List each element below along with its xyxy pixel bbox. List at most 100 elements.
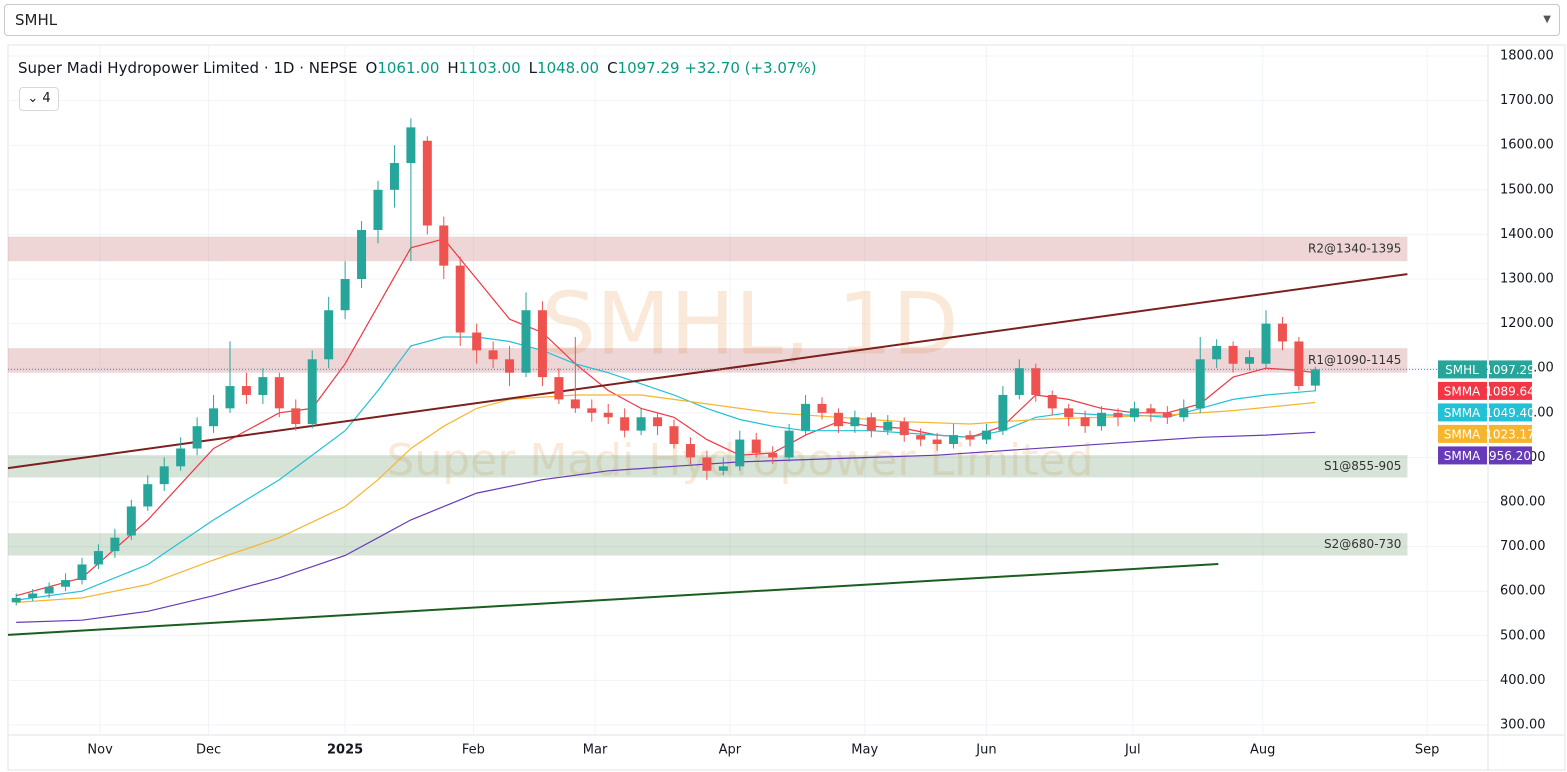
ohlc-key: H (447, 59, 459, 77)
candle-body (61, 580, 71, 587)
x-tick-label: 2025 (327, 743, 363, 758)
candle-body (389, 163, 399, 190)
candle-body (357, 229, 367, 280)
candle-body (537, 310, 547, 378)
price-tag-value: 1097.29 (1485, 363, 1535, 377)
chart-frame (7, 44, 1566, 771)
candle-body (44, 586, 54, 594)
candle-body (258, 377, 268, 395)
candle-body (801, 403, 811, 431)
price-tag-name: SMMA (1444, 406, 1481, 420)
candle-body (307, 359, 317, 424)
price-tag-name-box (1438, 360, 1487, 379)
candle-body (768, 452, 778, 458)
candle-body (587, 408, 597, 413)
price-tag-value-box (1489, 424, 1532, 443)
x-tick-label: Jul (1124, 743, 1141, 758)
price-tag-value: 1049.40 (1485, 406, 1535, 420)
y-tick-label: 1800.00 (1500, 49, 1554, 64)
candle-body (11, 597, 21, 603)
price-tag-name: SMMA (1444, 427, 1481, 441)
candle-body (866, 417, 876, 431)
ohlc-value: 1097.29 (617, 59, 680, 77)
price-tag-value-box (1489, 381, 1532, 400)
candle-body (916, 435, 926, 440)
candle-body (505, 359, 515, 373)
candle-body (570, 399, 580, 409)
candle-body (28, 593, 38, 598)
x-tick-label: Feb (462, 743, 485, 758)
candle-body (899, 421, 909, 436)
x-tick-label: Apr (719, 743, 742, 758)
zone (8, 236, 1408, 262)
trendline (7, 563, 1219, 636)
indicator-toggle[interactable]: ⌄ 4 (19, 87, 59, 111)
zone-label: S2@680-730 (1324, 537, 1401, 551)
y-tick-label: 400.00 (1500, 673, 1546, 688)
y-tick-label: 800.00 (1500, 495, 1546, 510)
price-tag-value: 1089.64 (1485, 384, 1535, 398)
candle-body (1064, 408, 1074, 418)
x-tick-label: Sep (1415, 743, 1440, 758)
ohlc-value: 1048.00 (537, 59, 600, 77)
candle-body (241, 386, 251, 395)
candle-body (1162, 412, 1172, 418)
candle-body (274, 377, 284, 409)
candle-body (735, 439, 745, 467)
ohlc-value: 1061.00 (377, 59, 440, 77)
candle-body (1080, 417, 1090, 427)
candle-body (373, 189, 383, 230)
candle-body (472, 332, 482, 351)
price-tag-name-box (1438, 424, 1487, 443)
candle-body (521, 310, 531, 373)
candle-body (1294, 341, 1304, 387)
candle-body (439, 225, 449, 266)
x-tick-label: Nov (87, 743, 113, 758)
candle-body (949, 435, 959, 445)
candle-body (603, 412, 613, 418)
x-tick-label: May (851, 743, 878, 758)
y-tick-label: 500.00 (1500, 628, 1546, 643)
trendline (7, 273, 1408, 470)
candle-body (324, 310, 334, 360)
zone-label: S1@855-905 (1324, 459, 1401, 473)
candle-body (965, 435, 975, 440)
dropdown-value: SMHL (15, 11, 58, 29)
candle-body (1212, 345, 1222, 360)
y-tick-label: 1700.00 (1500, 93, 1554, 108)
candle-body (488, 350, 498, 360)
watermark: SMHL, 1D (542, 274, 959, 374)
price-tag-name: SMHL (1445, 363, 1479, 377)
candle-body (1047, 394, 1057, 409)
ohlc-key: C (607, 59, 618, 77)
candle-body (620, 417, 630, 431)
candle-body (77, 564, 87, 581)
candle-body (1031, 368, 1041, 395)
candle-body (1277, 323, 1287, 342)
candle-body (932, 439, 942, 445)
candle-body (176, 448, 186, 467)
y-tick-label: 700.00 (1500, 539, 1546, 554)
y-tick-label: 300.00 (1500, 718, 1546, 733)
x-tick-label: Mar (583, 743, 608, 758)
candle-body (833, 412, 843, 427)
price-tag-value: 1023.17 (1485, 427, 1535, 441)
candle-body (1245, 357, 1255, 364)
symbol-dropdown[interactable]: SMHL ▼ (4, 4, 1560, 36)
candle-body (883, 421, 893, 431)
price-tag-name: SMMA (1444, 449, 1481, 463)
price-tag-value-box (1489, 446, 1532, 465)
price-tag-name-box (1438, 381, 1487, 400)
candle-body (1129, 408, 1139, 418)
candle-body (225, 386, 235, 409)
candle-body (554, 377, 564, 400)
candle-body (209, 408, 219, 427)
price-tag-value-box (1489, 360, 1532, 379)
candle-body (636, 417, 646, 431)
candle-body (143, 484, 153, 507)
candle-body (1146, 408, 1156, 413)
price-tag-name-box (1438, 446, 1487, 465)
x-tick-label: Aug (1250, 743, 1275, 758)
candle-body (291, 408, 301, 424)
